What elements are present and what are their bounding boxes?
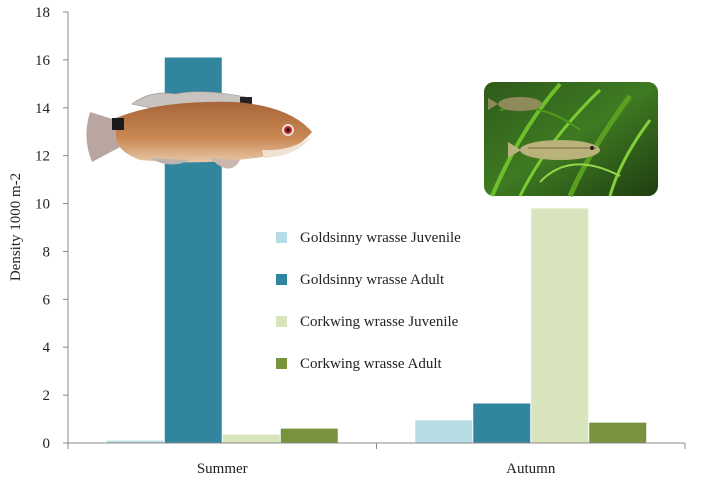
legend-swatch <box>276 358 287 369</box>
legend-label: Goldsinny wrasse Juvenile <box>300 230 461 246</box>
y-tick-label: 6 <box>43 292 51 308</box>
legend-label: Goldsinny wrasse Adult <box>300 272 445 288</box>
y-tick-label: 16 <box>35 53 51 69</box>
x-axis-ticks: Summer Autumn <box>67 443 686 477</box>
y-tick-label: 4 <box>43 340 51 356</box>
y-axis-title: Density 1000 m-2 <box>8 173 24 281</box>
y-tick-label: 12 <box>35 149 50 165</box>
y-axis-ticks: 0 2 4 6 8 10 12 14 16 18 <box>35 5 68 452</box>
bar <box>222 434 280 443</box>
legend-swatch <box>276 232 287 243</box>
legend-label: Corkwing wrasse Juvenile <box>300 314 459 330</box>
corkwing-wrasse-photo <box>484 82 658 197</box>
y-tick-label: 10 <box>35 197 50 213</box>
legend-swatch <box>276 316 287 327</box>
goldsinny-wrasse-image <box>86 91 312 169</box>
y-tick-label: 14 <box>35 101 51 117</box>
y-tick-label: 18 <box>35 5 50 21</box>
bar <box>106 440 164 443</box>
legend-swatch <box>276 274 287 285</box>
y-tick-label: 0 <box>43 436 51 452</box>
bar <box>473 403 531 443</box>
bar <box>589 422 647 443</box>
x-tick-label: Autumn <box>506 461 556 477</box>
x-tick-label: Summer <box>197 461 248 477</box>
bar <box>531 208 589 443</box>
bar <box>280 428 338 443</box>
legend: Goldsinny wrasse Juvenile Goldsinny wrass… <box>276 230 461 372</box>
legend-label: Corkwing wrasse Adult <box>300 356 442 372</box>
y-tick-label: 2 <box>43 388 51 404</box>
y-tick-label: 8 <box>43 244 51 260</box>
bar <box>415 420 473 443</box>
